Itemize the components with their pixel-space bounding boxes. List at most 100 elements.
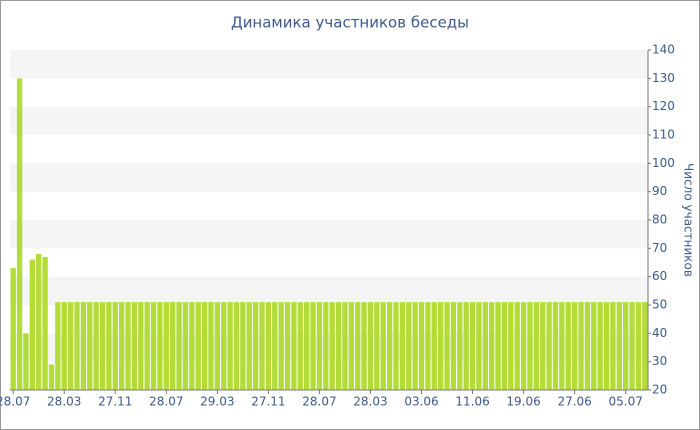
bar bbox=[348, 302, 355, 390]
bar bbox=[431, 302, 437, 390]
bar bbox=[291, 302, 297, 390]
bar bbox=[221, 302, 227, 390]
grid-band bbox=[10, 276, 648, 305]
bar bbox=[514, 302, 520, 390]
bar bbox=[208, 302, 214, 390]
bar bbox=[240, 302, 246, 390]
y-tick-label: 70 bbox=[652, 241, 667, 255]
x-tick-label: 27.11 bbox=[98, 395, 132, 409]
bar bbox=[144, 302, 150, 390]
y-tick-label: 50 bbox=[652, 298, 667, 312]
grid-band bbox=[10, 333, 648, 362]
bar bbox=[163, 302, 169, 390]
bar bbox=[635, 302, 642, 390]
bar bbox=[533, 302, 540, 390]
grid-band bbox=[10, 163, 648, 192]
bar bbox=[259, 302, 265, 390]
bar bbox=[118, 302, 125, 390]
bar bbox=[482, 302, 488, 390]
bar bbox=[284, 302, 291, 390]
bar bbox=[150, 302, 157, 390]
x-tick-label: 27.06 bbox=[557, 395, 591, 409]
y-tick-label: 90 bbox=[652, 184, 667, 198]
bar bbox=[367, 302, 374, 390]
x-tick-label: 03.06 bbox=[404, 395, 438, 409]
bar bbox=[476, 302, 482, 390]
x-tick-label: 11.06 bbox=[455, 395, 489, 409]
y-tick-label: 100 bbox=[652, 156, 675, 170]
bar bbox=[469, 302, 476, 390]
bar bbox=[233, 302, 240, 390]
bar bbox=[546, 302, 552, 390]
bar bbox=[131, 302, 138, 390]
x-tick-label: 28.07 bbox=[149, 395, 183, 409]
bar bbox=[361, 302, 367, 390]
y-axis-label: Число участников bbox=[682, 163, 696, 277]
bar bbox=[489, 302, 495, 390]
bar bbox=[195, 302, 201, 390]
bar bbox=[342, 302, 348, 390]
y-tick-label: 20 bbox=[652, 383, 667, 397]
bar bbox=[616, 302, 622, 390]
bar bbox=[425, 302, 431, 390]
bar bbox=[87, 302, 93, 390]
grid-band bbox=[10, 106, 648, 135]
bar bbox=[106, 302, 112, 390]
bar bbox=[227, 302, 233, 390]
bar bbox=[578, 302, 584, 390]
bar bbox=[495, 302, 501, 390]
bar bbox=[265, 302, 272, 390]
x-tick-label: 19.06 bbox=[506, 395, 540, 409]
bar bbox=[399, 302, 406, 390]
x-tick-label: 29.03 bbox=[200, 395, 234, 409]
bar bbox=[112, 302, 118, 390]
bar bbox=[374, 302, 380, 390]
bar bbox=[463, 302, 469, 390]
bar bbox=[597, 302, 603, 390]
bar bbox=[157, 302, 163, 390]
x-tick-label: 28.07 bbox=[0, 395, 30, 409]
y-tick-label: 40 bbox=[652, 326, 667, 340]
bar bbox=[36, 254, 42, 390]
bar bbox=[246, 302, 252, 390]
bar bbox=[622, 302, 629, 390]
bar bbox=[29, 259, 36, 390]
bar bbox=[559, 302, 565, 390]
y-tick-label: 30 bbox=[652, 354, 667, 368]
bar bbox=[272, 302, 278, 390]
bar bbox=[552, 302, 559, 390]
x-tick-label: 28.03 bbox=[353, 395, 387, 409]
bar bbox=[74, 302, 80, 390]
bar bbox=[642, 302, 648, 390]
bar bbox=[501, 302, 508, 390]
bar bbox=[610, 302, 616, 390]
grid-band bbox=[10, 50, 648, 79]
bar bbox=[42, 256, 48, 390]
chart-title: Динамика участников беседы bbox=[231, 14, 469, 32]
bar bbox=[540, 302, 546, 390]
x-tick-label: 28.03 bbox=[47, 395, 81, 409]
y-tick-label: 80 bbox=[652, 213, 667, 227]
bar bbox=[310, 302, 316, 390]
bar bbox=[406, 302, 412, 390]
grid-band bbox=[10, 220, 648, 249]
bar bbox=[80, 302, 87, 390]
bar bbox=[67, 302, 74, 390]
bar bbox=[252, 302, 259, 390]
x-tick-label: 05.07 bbox=[608, 395, 642, 409]
bar bbox=[329, 302, 335, 390]
bar bbox=[520, 302, 527, 390]
bar bbox=[355, 302, 361, 390]
bar bbox=[125, 302, 131, 390]
bar bbox=[176, 302, 182, 390]
x-tick-label: 27.11 bbox=[251, 395, 285, 409]
y-tick-label: 130 bbox=[652, 71, 675, 85]
bar bbox=[565, 302, 571, 390]
bar bbox=[93, 302, 99, 390]
bar bbox=[629, 302, 635, 390]
bar bbox=[214, 302, 221, 390]
y-tick-label: 60 bbox=[652, 269, 667, 283]
y-tick-label: 140 bbox=[652, 43, 675, 57]
bar bbox=[278, 302, 284, 390]
bar bbox=[323, 302, 329, 390]
